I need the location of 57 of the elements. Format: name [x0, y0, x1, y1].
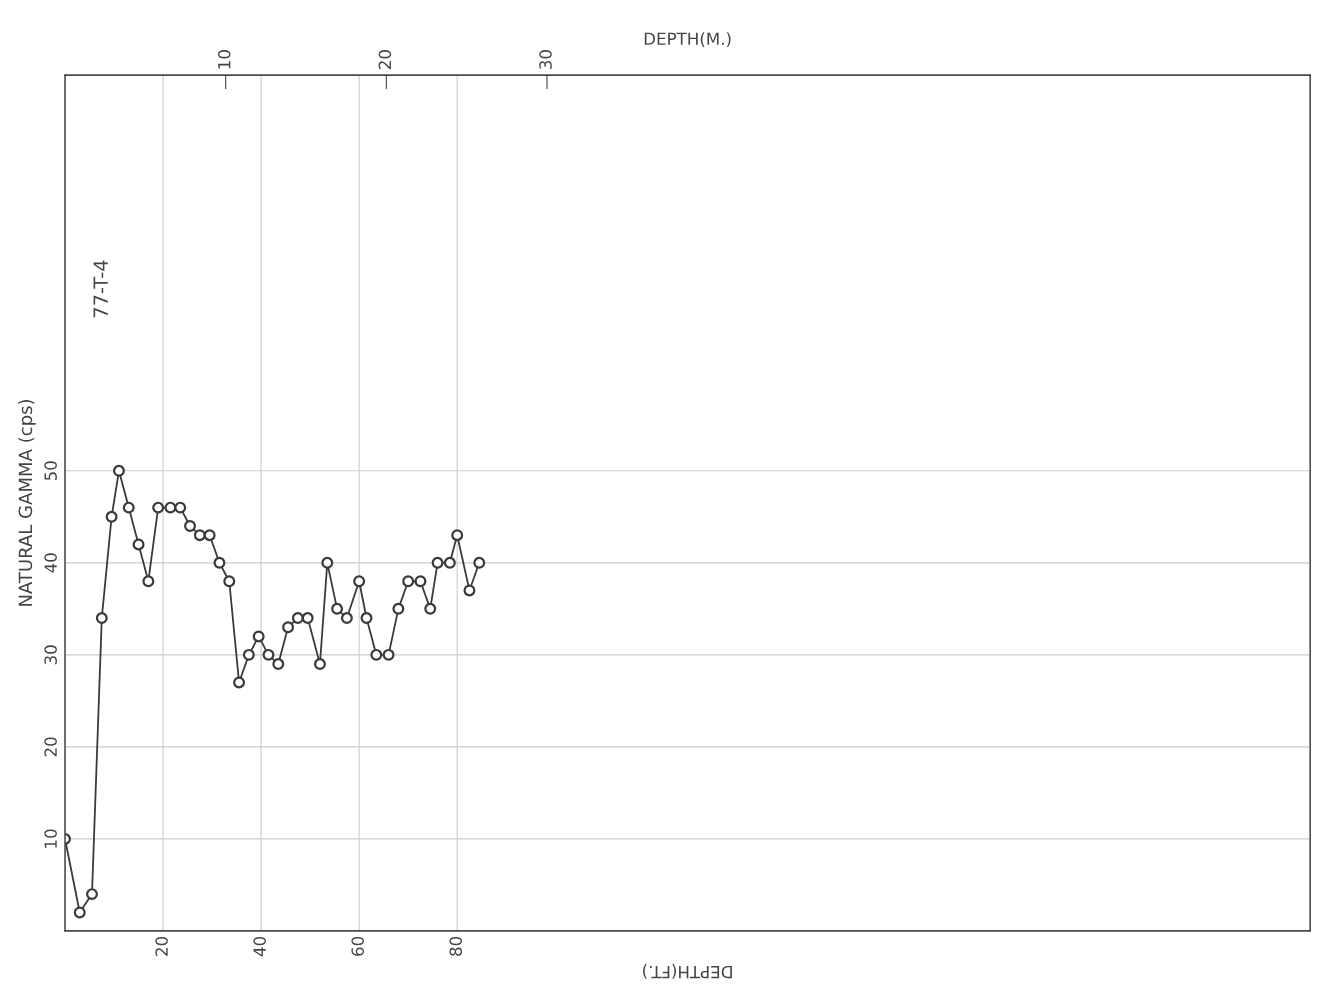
point	[291, 612, 304, 625]
x-axis-title: DEPTH(FT.)	[643, 963, 732, 979]
point	[424, 602, 437, 615]
point	[105, 510, 118, 523]
point	[122, 501, 135, 514]
y-tick-label: 20	[44, 737, 57, 757]
point	[443, 556, 456, 569]
point	[95, 612, 108, 625]
point	[360, 612, 373, 625]
annotation: 77-T-4	[93, 260, 108, 318]
point	[451, 529, 464, 542]
point	[164, 501, 177, 514]
point	[272, 658, 285, 671]
x2-tick-label: 30	[539, 50, 552, 69]
x-tick-label: 20	[155, 936, 168, 956]
point	[301, 612, 314, 625]
point	[132, 538, 145, 551]
point	[321, 556, 334, 569]
point	[402, 575, 415, 588]
point	[233, 676, 246, 689]
y-tick-label: 10	[44, 829, 57, 848]
point	[193, 529, 206, 542]
y-axis-title: NATURAL GAMMA (cps)	[18, 399, 36, 606]
point	[73, 906, 86, 919]
point	[174, 501, 187, 514]
point	[213, 556, 226, 569]
x-tick-label: 40	[253, 936, 266, 957]
x2-tick-label: 20	[378, 50, 392, 69]
point	[313, 658, 326, 671]
point	[242, 648, 255, 661]
y-tick-label: 50	[44, 461, 57, 481]
point	[331, 602, 344, 615]
point	[340, 612, 353, 625]
point	[86, 888, 98, 901]
point	[392, 602, 405, 615]
x2-axis-title: DEPTH(M.)	[644, 32, 731, 48]
point	[382, 648, 395, 661]
point	[223, 575, 236, 588]
point	[184, 520, 196, 532]
y-tick-label: 30	[44, 645, 57, 665]
point	[152, 501, 165, 514]
point	[252, 630, 265, 643]
y-tick-label: 40	[44, 553, 57, 573]
x-tick-label: 80	[449, 936, 463, 956]
point	[463, 584, 476, 597]
point	[473, 556, 486, 569]
point	[370, 648, 383, 661]
point	[431, 556, 444, 569]
point	[414, 575, 427, 588]
x2-tick-label: 10	[217, 50, 231, 69]
point	[203, 529, 216, 542]
point	[353, 575, 366, 588]
point	[262, 648, 275, 661]
point	[142, 575, 155, 588]
point	[282, 621, 295, 634]
x-tick-label: 60	[351, 936, 364, 956]
point	[112, 464, 125, 477]
